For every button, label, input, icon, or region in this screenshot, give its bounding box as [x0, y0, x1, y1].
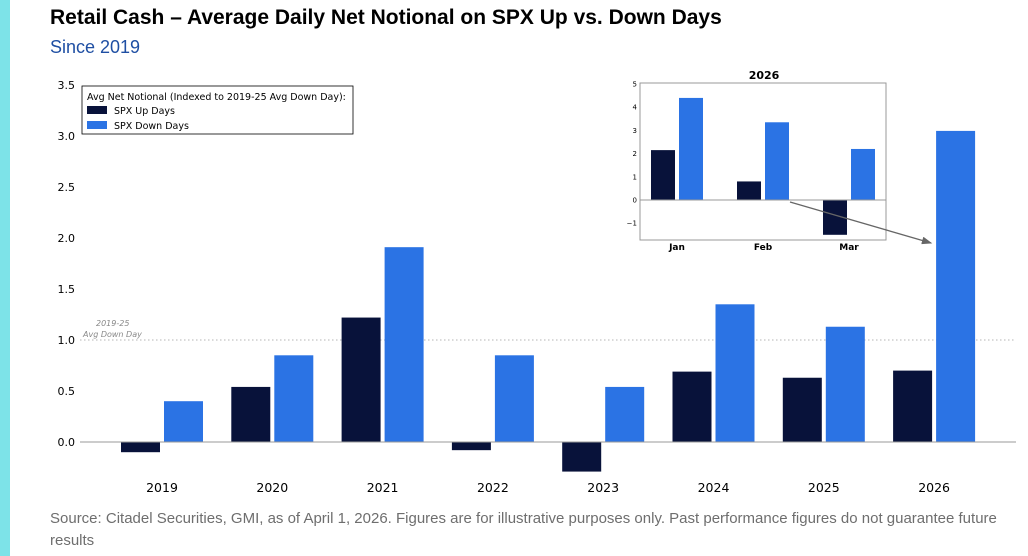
bar-down-2025: [825, 326, 865, 442]
inset-y-axis: −1 0 1 2 3 4 5: [627, 81, 638, 228]
y-tick-label: 1.0: [58, 334, 76, 347]
accent-bar: [0, 0, 10, 556]
inset-y-tick-label: 0: [633, 197, 637, 205]
inset-bar-group: [651, 97, 875, 235]
y-tick-label: 0.5: [58, 385, 76, 398]
bar-up-2023: [562, 442, 602, 472]
inset-chart: 2026 −1 0 1 2 3 4 5 Jan Feb Mar: [627, 69, 887, 253]
x-tick-label: 2023: [587, 480, 619, 495]
inset-frame: [639, 82, 887, 241]
inset-bar-up-Feb: [737, 181, 761, 200]
inset-bar-down-Jan: [679, 97, 703, 200]
x-axis: 2019 2020 2021 2022 2023 2024 2025 2026: [146, 480, 950, 495]
y-tick-label: 3.5: [58, 79, 76, 92]
bar-up-2021: [341, 317, 381, 442]
bar-down-2024: [715, 304, 755, 442]
x-tick-label: 2025: [808, 480, 840, 495]
legend-title: Avg Net Notional (Indexed to 2019-25 Avg…: [87, 92, 346, 103]
bar-up-2025: [782, 377, 822, 442]
x-tick-label: 2020: [256, 480, 288, 495]
x-tick-label: 2019: [146, 480, 178, 495]
chart-title: Retail Cash – Average Daily Net Notional…: [50, 6, 722, 29]
chart-subtitle: Since 2019: [50, 37, 141, 57]
inset-arrow: [789, 201, 933, 245]
y-axis: 0.0 0.5 1.0 1.5 2.0 2.5 3.0 3.5: [58, 79, 76, 449]
inset-bar-up-Jan: [651, 150, 675, 200]
y-tick-label: 0.0: [58, 436, 76, 449]
x-tick-label: 2024: [698, 480, 730, 495]
bar-down-2021: [384, 247, 424, 442]
bar-up-2022: [451, 442, 491, 451]
legend-label-up: SPX Up Days: [114, 106, 175, 117]
reference-label-line2: Avg Down Day: [82, 330, 142, 339]
inset-x-tick-label: Feb: [754, 243, 773, 253]
reference-label-line1: 2019-25: [96, 319, 129, 328]
inset-x-tick-label: Jan: [668, 243, 685, 253]
bar-up-2020: [231, 386, 271, 442]
inset-bar-down-Mar: [851, 148, 875, 200]
bar-up-2026: [893, 370, 933, 442]
inset-y-tick-label: 4: [633, 104, 638, 112]
inset-y-tick-label: 1: [633, 173, 637, 181]
inset-x-axis: Jan Feb Mar: [668, 243, 859, 253]
source-note: Source: Citadel Securities, GMI, as of A…: [50, 510, 997, 549]
inset-x-tick-label: Mar: [839, 243, 859, 253]
inset-title: 2026: [749, 69, 780, 82]
bar-group: [121, 130, 976, 472]
x-tick-label: 2026: [918, 480, 950, 495]
inset-y-tick-label: 5: [633, 81, 637, 89]
legend-swatch-down: [87, 121, 107, 129]
y-tick-label: 2.0: [58, 232, 76, 245]
x-tick-label: 2022: [477, 480, 509, 495]
y-tick-label: 3.0: [58, 130, 76, 143]
inset-y-tick-label: 3: [633, 127, 637, 135]
bar-up-2019: [121, 442, 160, 453]
bar-down-2020: [274, 355, 314, 442]
legend-box: [81, 85, 354, 135]
inset-bar-down-Feb: [765, 122, 789, 200]
inset-y-tick-label: −1: [627, 220, 637, 228]
legend-swatch-up: [87, 106, 107, 114]
bar-down-2023: [605, 386, 645, 442]
legend: Avg Net Notional (Indexed to 2019-25 Avg…: [81, 85, 354, 135]
bar-down-2019: [164, 401, 203, 442]
y-tick-label: 2.5: [58, 181, 76, 194]
bar-up-2024: [672, 371, 712, 442]
inset-y-tick-label: 2: [633, 150, 637, 158]
x-tick-label: 2021: [367, 480, 399, 495]
legend-label-down: SPX Down Days: [114, 121, 189, 132]
bar-down-2026: [936, 130, 976, 442]
y-tick-label: 1.5: [58, 283, 76, 296]
bar-down-2022: [494, 355, 534, 442]
